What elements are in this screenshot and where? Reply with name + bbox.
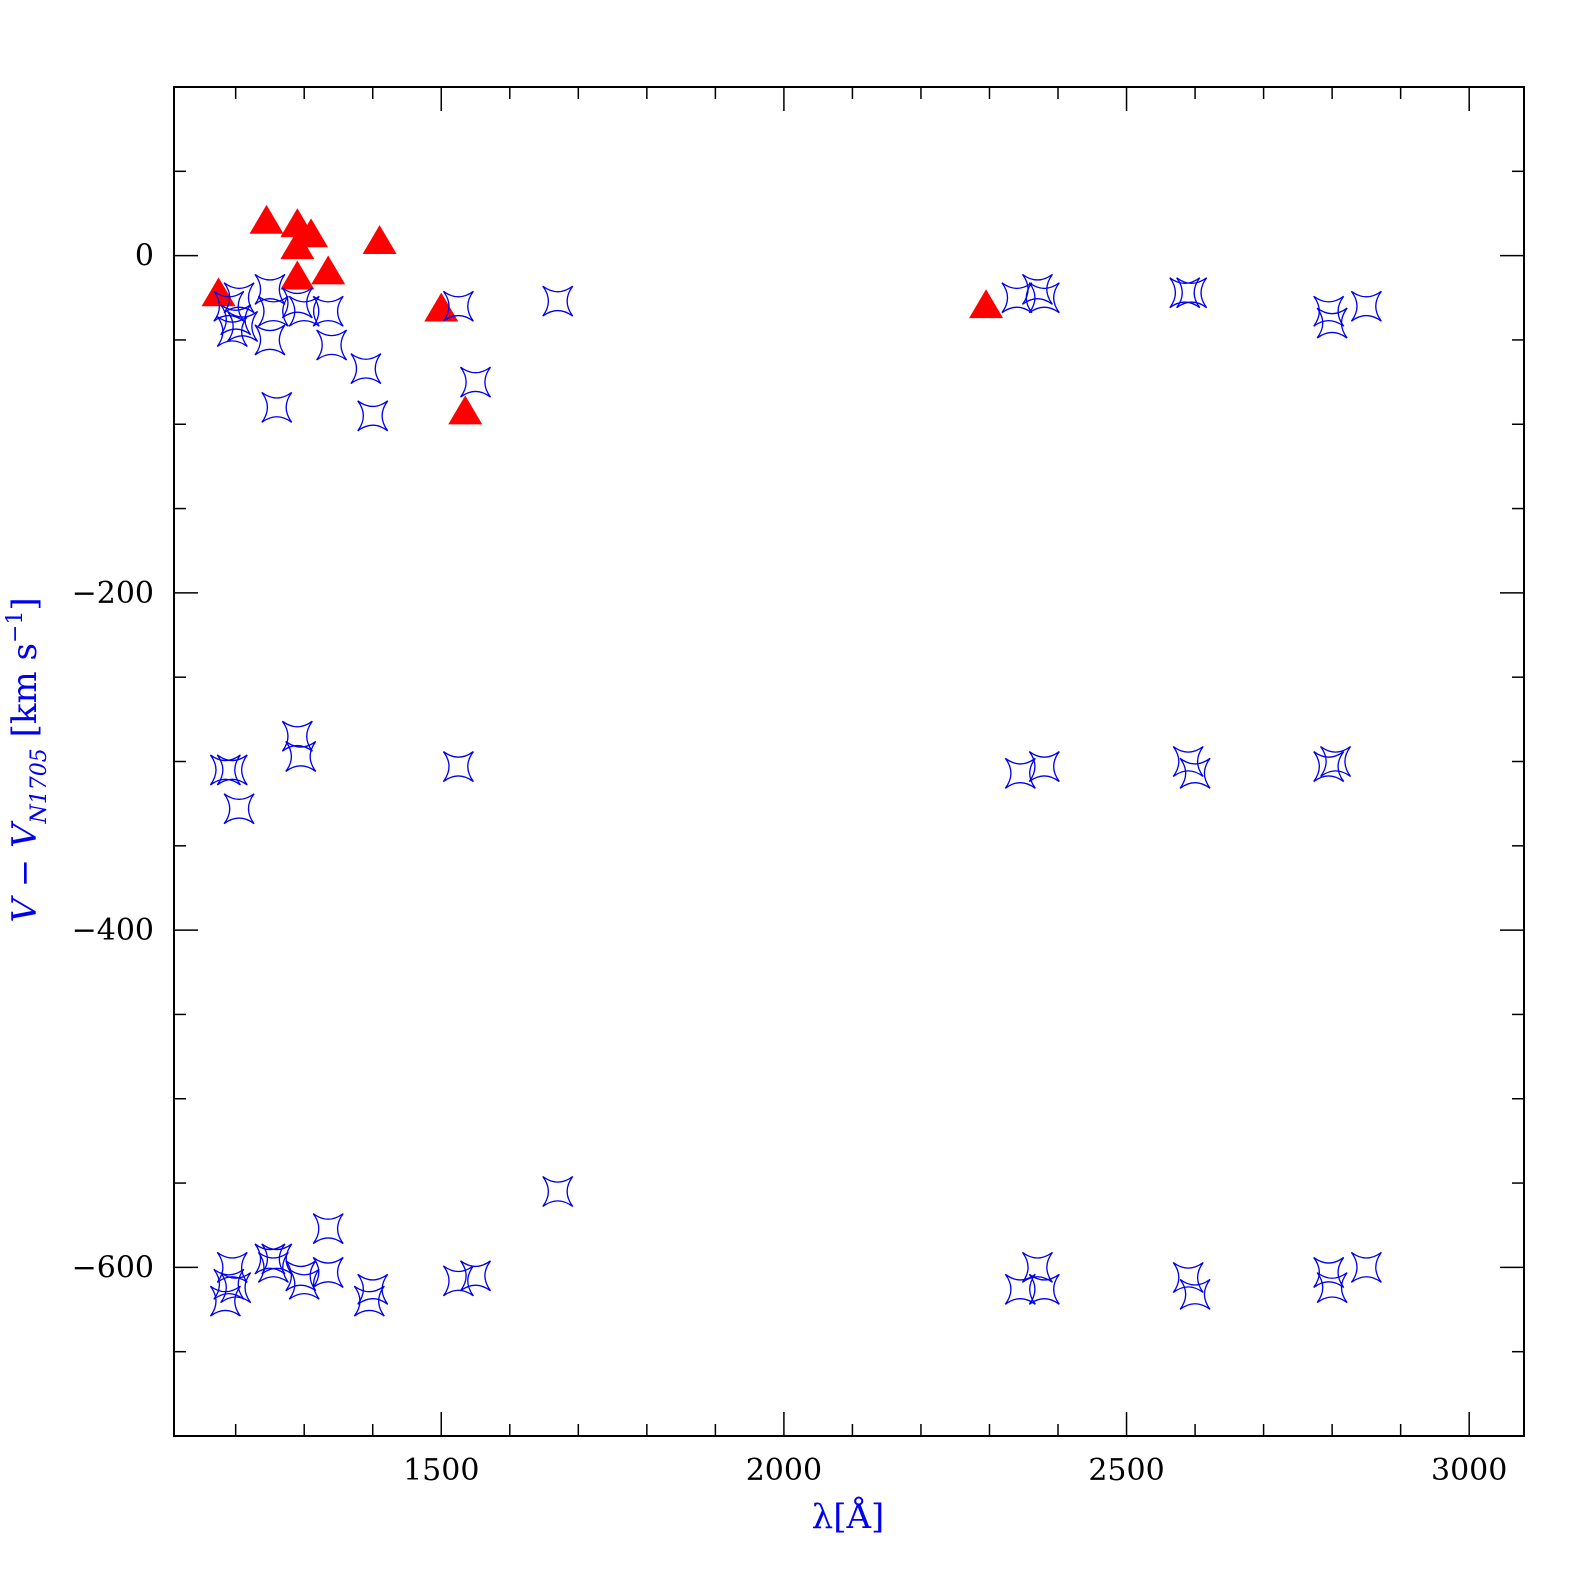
y-axis-label-subscript: N1705	[27, 748, 52, 824]
star-marker	[442, 751, 474, 783]
axis-tick-labels: 1500 2000 2500 3000 0 −200 −400 −600	[72, 239, 1508, 1488]
x-tick-label: 2500	[1088, 1453, 1164, 1488]
y-axis-label-main: V − V	[5, 820, 45, 923]
star-marker	[312, 295, 344, 327]
star-marker	[1028, 1273, 1060, 1305]
star-marker	[285, 1260, 317, 1292]
star-marker	[1316, 307, 1348, 339]
triangle-marker	[969, 289, 1004, 319]
star-marker	[1169, 277, 1201, 309]
triangle-marker	[448, 395, 483, 425]
star-marker	[1316, 1272, 1348, 1304]
y-axis-label-sup: −1	[3, 611, 28, 643]
star-marker	[254, 324, 286, 356]
star-marker	[285, 740, 317, 772]
y-tick-label: 0	[135, 239, 154, 274]
star-marker	[460, 1260, 492, 1292]
star-marker	[288, 1268, 320, 1300]
star-marker	[288, 295, 320, 327]
y-tick-label: −400	[72, 913, 154, 948]
star-marker	[1179, 757, 1211, 789]
triangle-marker	[311, 255, 346, 285]
star-marker	[223, 282, 255, 314]
star-marker	[254, 1243, 286, 1275]
star-marker	[442, 1265, 474, 1297]
star-marker	[1313, 295, 1345, 327]
x-tick-label: 2000	[746, 1453, 822, 1488]
star-marker	[1320, 745, 1352, 778]
star-marker	[350, 353, 382, 385]
star-marker	[220, 1272, 252, 1304]
triangle-marker	[424, 292, 459, 322]
star-marker	[1176, 277, 1208, 309]
triangle-marker	[201, 277, 236, 307]
star-marker	[353, 1285, 385, 1317]
star-marker	[257, 295, 289, 327]
y-tick-label: −600	[72, 1250, 154, 1285]
star-marker	[1350, 290, 1382, 322]
y-axis-label-close: ]	[5, 597, 45, 610]
star-marker	[209, 1285, 241, 1317]
x-axis-label: λ[Å]	[812, 1496, 885, 1537]
star-marker	[357, 1273, 389, 1305]
triangle-marker	[294, 218, 329, 248]
star-marker	[1021, 1251, 1053, 1283]
star-marker	[316, 329, 348, 361]
star-marker	[1172, 1261, 1204, 1294]
star-marker	[312, 1256, 344, 1288]
star-marker	[1021, 273, 1053, 305]
star-marker	[261, 391, 293, 423]
plot-frame	[173, 86, 1525, 1437]
y-axis-label: V − VN1705 [km s−1]	[3, 597, 52, 922]
star-marker	[1028, 751, 1060, 783]
star-marker	[1313, 1256, 1345, 1288]
star-marker	[223, 793, 255, 825]
star-marker	[213, 1268, 245, 1300]
triangle-marker	[362, 225, 397, 255]
triangle-marker	[280, 260, 315, 290]
star-marker	[1004, 1273, 1036, 1305]
star-marker	[209, 754, 241, 786]
star-marker	[216, 754, 248, 786]
star-marker	[220, 304, 252, 336]
x-tick-label: 3000	[1431, 1453, 1507, 1488]
star-marker	[227, 310, 259, 342]
y-axis-label-units: [km s	[5, 643, 45, 748]
data-markers	[201, 204, 1382, 1317]
star-marker	[312, 1213, 344, 1245]
star-marker	[1313, 751, 1345, 783]
star-marker	[442, 290, 474, 322]
star-marker	[357, 400, 389, 432]
star-marker	[216, 315, 248, 348]
star-marker	[542, 285, 574, 317]
triangle-marker	[249, 204, 284, 234]
y-tick-label: −200	[72, 576, 154, 611]
star-marker	[257, 1251, 289, 1283]
star-marker	[1172, 745, 1204, 778]
star-marker	[460, 366, 492, 398]
star-marker	[1004, 757, 1036, 789]
star-marker	[1028, 282, 1060, 314]
star-marker	[254, 273, 286, 305]
star-marker	[281, 287, 313, 319]
star-marker	[1350, 1251, 1382, 1283]
star-marker	[542, 1175, 574, 1208]
star-marker	[1179, 1278, 1211, 1310]
star-marker	[1001, 282, 1033, 314]
axis-ticks	[174, 86, 1524, 1437]
x-tick-label: 1500	[403, 1453, 479, 1488]
